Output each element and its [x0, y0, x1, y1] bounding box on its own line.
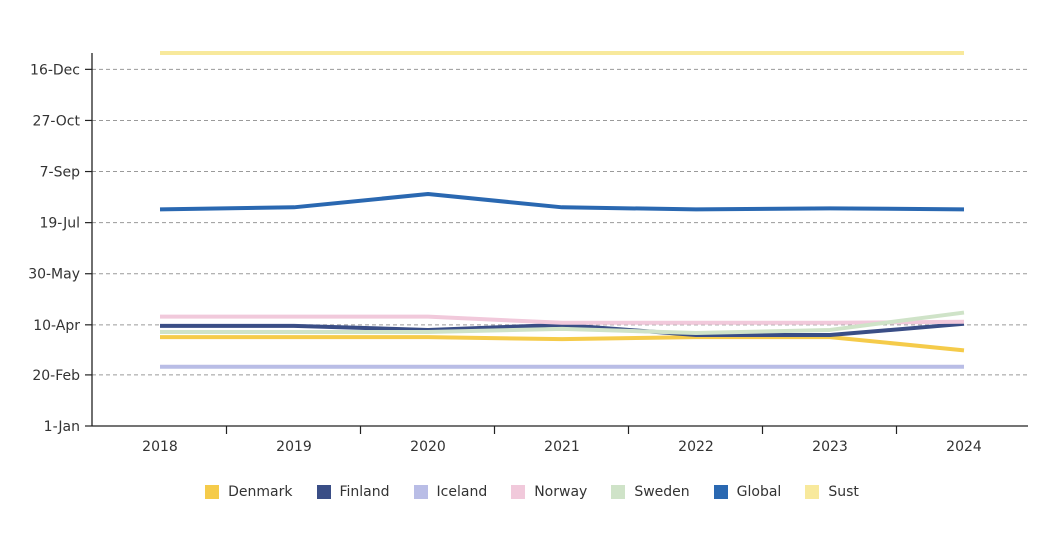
x-tick-label: 2020	[410, 439, 446, 455]
legend-swatch	[713, 485, 728, 499]
y-tick-label: 19-Jul	[39, 216, 80, 232]
series-line-denmark	[160, 335, 965, 353]
line-chart: 1-Jan 20-Feb 10-Apr 30-May 19-Jul 7-Sep 27-Oct…	[28, 51, 1028, 455]
y-tick-label: 7-Sep	[40, 165, 80, 181]
legend-label: Sust	[828, 484, 859, 500]
legend-label: Global	[736, 484, 782, 500]
series-lines	[159, 51, 965, 369]
legend-item-sust: Sust	[805, 484, 859, 500]
x-tick-label: 2024	[946, 439, 982, 455]
legend-item-norway: Norway	[511, 484, 587, 500]
legend-swatch	[205, 485, 220, 499]
x-tick-label: 2019	[276, 439, 312, 455]
axes: 1-Jan 20-Feb 10-Apr 30-May 19-Jul 7-Sep 27-Oct…	[28, 53, 1028, 455]
series-line-finland	[160, 321, 965, 338]
series-line-global	[159, 192, 965, 212]
series-line-sweden	[160, 310, 965, 336]
y-tick-label: 20-Feb	[32, 368, 80, 384]
x-tick-label: 2023	[812, 439, 848, 455]
legend-item-denmark: Denmark	[205, 484, 293, 500]
legend-swatch	[611, 485, 626, 499]
legend-item-iceland: Iceland	[413, 484, 488, 500]
y-tick-label: 30-May	[28, 267, 80, 283]
legend-swatch	[413, 485, 428, 499]
legend-item-sweden: Sweden	[611, 484, 690, 500]
legend-swatch	[511, 485, 526, 499]
legend-label: Norway	[534, 484, 588, 500]
x-tick-label: 2018	[142, 439, 178, 455]
legend-item-global: Global	[713, 484, 782, 500]
legend-label: Finland	[339, 484, 390, 500]
legend-swatch	[316, 485, 331, 499]
series-line-norway	[160, 314, 965, 325]
legend-item-finland: Finland	[316, 484, 390, 500]
legend-label: Denmark	[228, 484, 293, 500]
y-tick-label: 16-Dec	[30, 62, 80, 78]
legend-label: Iceland	[436, 484, 488, 500]
x-tick-label: 2022	[678, 439, 714, 455]
legend: Denmark Finland Iceland Norway Sweden Global S…	[0, 480, 1064, 504]
y-tick-label: 10-Apr	[33, 318, 80, 334]
y-tick-label: 1-Jan	[44, 419, 80, 435]
x-tick-label: 2021	[544, 439, 580, 455]
legend-swatch	[805, 485, 820, 499]
legend-label: Sweden	[634, 484, 690, 500]
y-tick-label: 27-Oct	[33, 113, 81, 129]
